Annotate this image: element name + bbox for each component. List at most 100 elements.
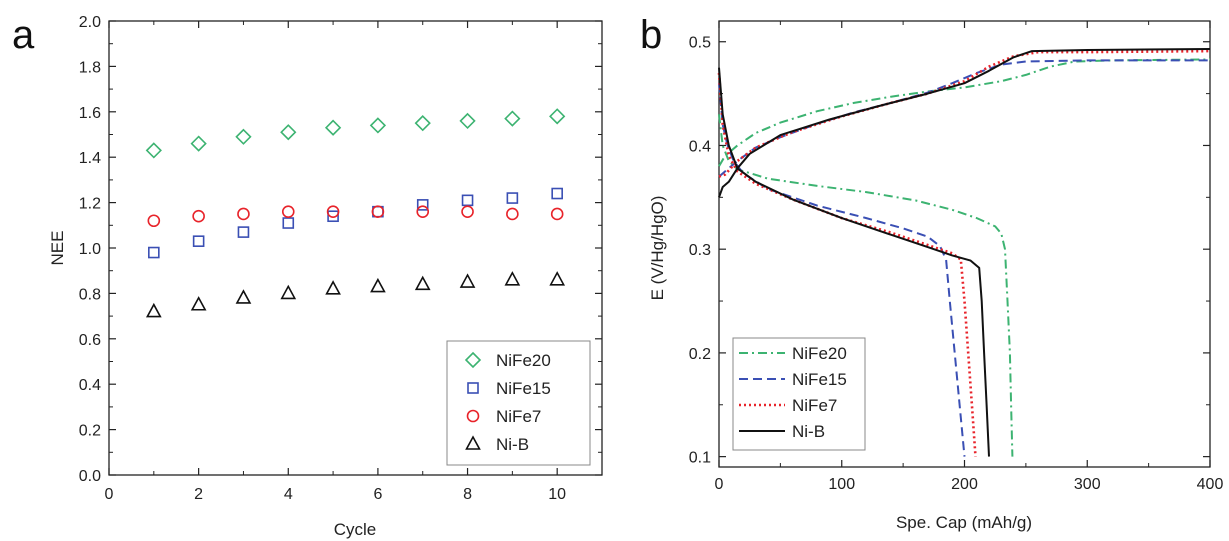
data-point-nife7	[371, 205, 385, 218]
panel-a-legend: NiFe20 NiFe15 NiFe7 Ni-B	[446, 340, 591, 466]
data-point-ni-b	[235, 289, 252, 304]
panel-a-label: a	[12, 13, 35, 57]
data-point-ni-b	[459, 273, 476, 288]
panel-a: a 0 2 4 6 8 10 0.0 0.2 0.4 0.6 0.8 1.0 1.2 1.4 1.6 1.8 2…	[12, 13, 603, 539]
data-point-ni-b	[549, 271, 566, 286]
panel-b-y-tick-label: 0.4	[689, 138, 711, 155]
panel-a-legend-box	[446, 340, 591, 466]
legend-label-nife7: NiFe7	[496, 407, 541, 426]
line-nife7-charge	[718, 49, 1211, 178]
data-point-nife15	[416, 199, 429, 211]
panel-b-y-tick-label: 0.2	[689, 346, 711, 363]
panel-a-x-tick-label: 6	[373, 486, 382, 503]
data-point-nife20	[190, 135, 207, 152]
line-nife20-discharge	[718, 114, 1014, 457]
data-point-nife15	[237, 226, 250, 238]
data-point-ni-b	[370, 277, 386, 293]
data-point-ni-b	[190, 296, 207, 311]
data-point-nife7	[550, 207, 564, 221]
line-nife15-discharge	[718, 83, 966, 457]
data-point-nife7	[147, 214, 161, 228]
data-point-nife7	[506, 207, 519, 221]
panel-b-label: b	[640, 13, 662, 57]
data-point-nife20	[459, 112, 476, 130]
data-point-nife15	[148, 246, 160, 259]
data-point-nife7	[461, 205, 474, 218]
data-point-nife20	[235, 128, 252, 145]
legend-label-nife15: NiFe15	[792, 370, 847, 389]
panel-a-x-tick-label: 2	[194, 486, 203, 503]
panel-a-y-tick-label: 1.4	[79, 150, 101, 167]
panel-b-lines	[717, 48, 1211, 457]
data-point-nife20	[549, 108, 566, 125]
series-ni-b	[145, 271, 566, 318]
legend-label-ni-b: Ni-B	[792, 422, 825, 441]
panel-a-y-tick-label: 0.2	[79, 423, 101, 440]
data-point-nife20	[414, 115, 431, 132]
panel-b-legend: NiFe20 NiFe15 NiFe7 Ni-B	[732, 337, 866, 451]
panel-b-y-axis-label: E (V/Hg/HgO)	[648, 196, 667, 301]
data-point-nife15	[461, 194, 474, 207]
legend-marker-nife15	[467, 382, 479, 394]
line-ni-b-charge	[718, 48, 1211, 198]
panel-b-y-tick-label: 0.5	[689, 35, 711, 52]
panel-b-x-tick-label: 0	[715, 476, 724, 493]
series-nife20	[145, 108, 566, 159]
legend-label-nife7: NiFe7	[792, 396, 837, 415]
data-point-nife7	[237, 207, 250, 221]
data-point-nife7	[192, 209, 205, 223]
data-point-ni-b	[325, 280, 341, 295]
panel-a-markers	[145, 108, 566, 318]
panel-a-y-tick-label: 1.2	[79, 196, 101, 213]
panel-b: b 0 100 200 300 400 0.1 0.2 0.3 0.4 0.5 Spe. Cap …	[640, 13, 1223, 532]
data-point-ni-b	[504, 271, 521, 286]
data-point-nife7	[416, 205, 430, 218]
panel-a-y-tick-label: 0.6	[79, 332, 101, 349]
series-nife15	[148, 187, 563, 259]
panel-a-x-tick-label: 0	[105, 486, 114, 503]
series-ni-b	[718, 48, 1211, 457]
panel-b-x-tick-label: 200	[951, 476, 978, 493]
panel-a-y-tick-label: 2.0	[79, 14, 101, 31]
legend-label-ni-b: Ni-B	[496, 435, 529, 454]
panel-b-y-tick-label: 0.3	[689, 242, 711, 259]
legend-marker-nife7	[466, 409, 480, 423]
data-point-nife20	[504, 110, 521, 127]
data-point-ni-b	[414, 275, 431, 291]
data-point-nife20	[145, 142, 162, 159]
data-point-nife20	[369, 117, 387, 134]
legend-label-nife20: NiFe20	[496, 351, 551, 370]
panel-a-y-tick-label: 1.8	[79, 59, 101, 76]
panel-a-y-axis-label: NEE	[48, 231, 67, 266]
panel-b-x-tick-label: 100	[828, 476, 855, 493]
panel-a-y-tick-label: 0.8	[79, 286, 101, 303]
panel-a-x-axis-label: Cycle	[334, 520, 377, 539]
panel-a-y-tick-label: 0.4	[79, 377, 101, 394]
panel-b-y-tick-label: 0.1	[689, 450, 711, 467]
data-point-nife15	[551, 187, 563, 200]
data-point-nife15	[327, 210, 339, 223]
data-point-nife20	[280, 124, 297, 141]
legend-marker-ni-b	[465, 435, 481, 450]
data-point-nife20	[324, 119, 342, 136]
panel-b-x-tick-label: 300	[1074, 476, 1101, 493]
line-nife20-charge	[718, 58, 1211, 167]
data-point-nife15	[506, 192, 519, 204]
data-point-ni-b	[145, 302, 162, 318]
panel-a-y-tick-label: 0.0	[79, 468, 101, 485]
legend-label-nife15: NiFe15	[496, 379, 551, 398]
data-point-ni-b	[280, 284, 297, 300]
panel-a-x-tick-label: 10	[548, 486, 566, 503]
legend-label-nife20: NiFe20	[792, 344, 847, 363]
legend-marker-nife20	[464, 351, 482, 369]
data-point-nife7	[281, 205, 295, 218]
line-ni-b-discharge	[718, 67, 990, 457]
panel-b-ticks: 0 100 200 300 400 0.1 0.2 0.3 0.4 0.5	[689, 21, 1224, 493]
panel-b-x-tick-label: 400	[1197, 476, 1224, 493]
panel-a-ticks: 0 2 4 6 8 10 0.0 0.2 0.4 0.6 0.8 1.0 1.2 1.4 1.6 1.8 2.0	[79, 14, 603, 503]
data-point-nife15	[282, 217, 295, 229]
series-nife7	[147, 205, 564, 228]
panel-a-y-tick-label: 1.0	[79, 241, 101, 258]
panel-a-x-tick-label: 8	[463, 486, 472, 503]
